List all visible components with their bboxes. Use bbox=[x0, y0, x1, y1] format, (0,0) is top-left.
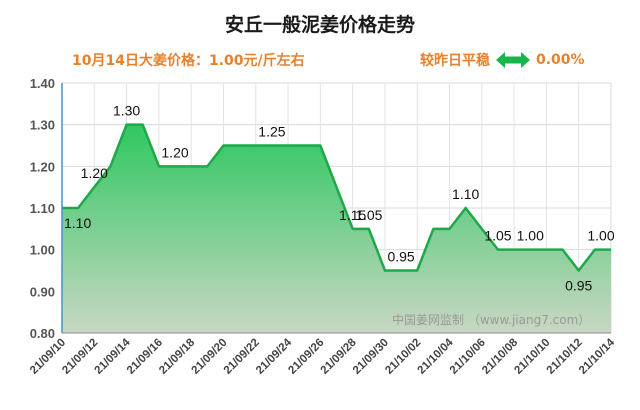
price-area bbox=[62, 124, 611, 333]
double-arrow-icon bbox=[496, 52, 530, 68]
compare-label: 较昨日平稳 bbox=[420, 53, 490, 69]
data-label: 1.00 bbox=[517, 228, 544, 244]
y-tick-label: 1.00 bbox=[30, 243, 55, 258]
y-tick-label: 1.30 bbox=[30, 118, 55, 133]
data-labels: 1.101.201.301.201.251.151.050.951.101.05… bbox=[64, 103, 615, 294]
data-label: 1.05 bbox=[355, 207, 382, 223]
data-label: 0.95 bbox=[565, 278, 592, 294]
change-summary: 较昨日平稳 0.00% bbox=[420, 50, 585, 70]
data-label: 1.00 bbox=[587, 228, 614, 244]
change-value: 0.00% bbox=[536, 52, 585, 68]
y-tick-label: 0.80 bbox=[30, 326, 55, 341]
y-tick-label: 1.40 bbox=[30, 76, 55, 91]
area-layer bbox=[62, 123, 611, 333]
data-label: 1.05 bbox=[484, 228, 511, 244]
data-label: 1.25 bbox=[258, 124, 285, 140]
watermark: 中国姜网监制 （www.jiang7.com） bbox=[392, 312, 590, 327]
data-label: 1.20 bbox=[81, 165, 108, 181]
chart-title: 安丘一般泥姜价格走势 bbox=[224, 14, 415, 36]
y-tick-label: 1.10 bbox=[30, 201, 55, 216]
x-axis-ticks: 21/09/1021/09/1221/09/1421/09/1621/09/18… bbox=[28, 336, 618, 377]
data-label: 1.10 bbox=[64, 215, 91, 231]
data-label: 1.10 bbox=[452, 186, 479, 202]
data-label: 1.30 bbox=[113, 103, 140, 119]
y-axis-ticks: 0.80 0.90 1.00 1.10 1.20 1.30 1.40 bbox=[30, 76, 55, 341]
axes bbox=[61, 83, 611, 334]
x-tick-label: 21/10/14 bbox=[577, 336, 618, 377]
y-tick-label: 0.90 bbox=[30, 284, 55, 299]
data-label: 0.95 bbox=[387, 249, 414, 265]
price-line bbox=[62, 123, 611, 272]
data-label: 1.15 bbox=[339, 207, 366, 223]
y-tick-label: 1.20 bbox=[30, 159, 55, 174]
price-note: 10月14日大姜价格：1.00元/斤左右 bbox=[72, 53, 305, 69]
data-label: 1.20 bbox=[161, 144, 188, 160]
